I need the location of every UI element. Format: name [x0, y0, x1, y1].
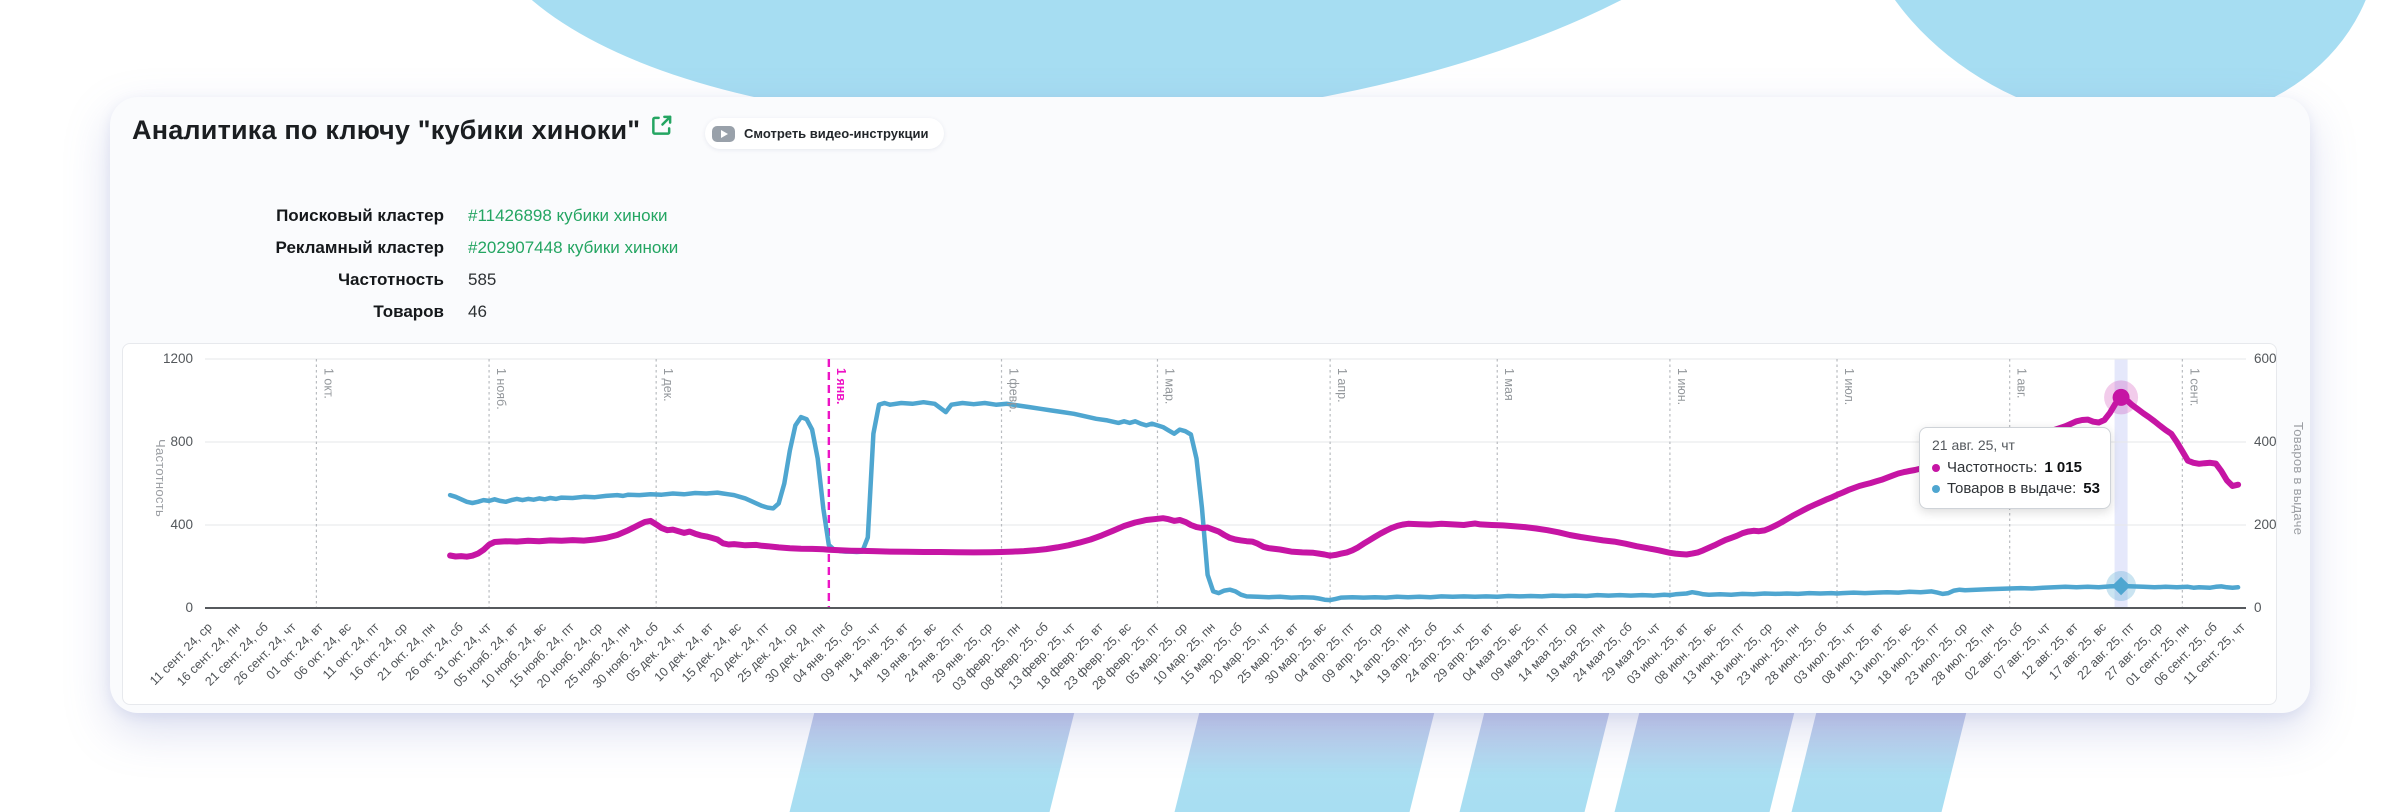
left-axis-title: Частотность	[153, 439, 168, 518]
left-axis-tick: 800	[170, 434, 193, 449]
info-row-ad-cluster: Рекламный кластер #202907448 кубики хино…	[132, 232, 679, 264]
info-panel: Поисковый кластер #11426898 кубики хинок…	[132, 200, 679, 328]
month-label: 1 сент.	[2187, 368, 2202, 407]
month-label: 1 окт.	[321, 368, 336, 399]
right-axis-tick: 0	[2254, 600, 2262, 615]
chart-tooltip: 21 авг. 25, чт Частотность: 1 015 Товаро…	[1919, 427, 2111, 509]
play-icon	[712, 125, 735, 142]
frequency-marker	[2112, 388, 2130, 406]
left-axis-tick: 400	[170, 517, 193, 532]
chart-canvas	[205, 358, 2246, 609]
goods-dot-icon	[1932, 484, 1940, 493]
tooltip-goods-row: Товаров в выдаче: 53	[1932, 478, 2100, 499]
month-label: 1 дек.	[661, 368, 676, 402]
page-title: Аналитика по ключу "кубики хиноки"	[132, 115, 641, 145]
info-label: Рекламный кластер	[275, 238, 444, 257]
tooltip-goods-label: Товаров в выдаче:	[1947, 480, 2077, 497]
analytics-card: Аналитика по ключу "кубики хиноки" Смотр…	[110, 97, 2310, 713]
info-label: Частотность	[338, 270, 444, 289]
hover-highlight-band	[2114, 359, 2128, 608]
month-label: 1 апр.	[1335, 368, 1350, 403]
month-label: 1 янв.	[833, 368, 848, 405]
tooltip-goods-value: 53	[2083, 480, 2100, 497]
tooltip-frequency-label: Частотность:	[1947, 459, 2038, 476]
tooltip-frequency-value: 1 015	[2044, 459, 2082, 476]
info-row-goods: Товаров 46	[132, 296, 678, 328]
frequency-chart[interactable]: 21 авг. 25, чт Частотность: 1 015 Товаро…	[122, 343, 2306, 705]
month-label: 1 авг.	[2014, 368, 2029, 399]
month-label: 1 февр.	[1006, 368, 1021, 413]
left-axis-tick: 0	[185, 600, 193, 615]
month-label: 1 июн.	[1674, 368, 1689, 406]
info-row-frequency: Частотность 585	[132, 264, 678, 296]
info-row-search-cluster: Поисковый кластер #11426898 кубики хинок…	[132, 200, 678, 232]
search-cluster-link[interactable]: #11426898 кубики хиноки	[468, 206, 668, 225]
left-axis-tick: 1200	[162, 351, 193, 366]
right-axis-tick: 200	[2254, 517, 2277, 532]
tooltip-frequency-row: Частотность: 1 015	[1932, 457, 2098, 478]
goods-line	[447, 399, 2241, 603]
goods-value: 46	[468, 302, 487, 321]
right-axis-tick: 400	[2254, 434, 2277, 449]
tooltip-date: 21 авг. 25, чт	[1932, 437, 2015, 453]
month-label: 1 нояб.	[494, 368, 509, 410]
video-button-label: Смотреть видео-инструкции	[744, 126, 929, 141]
frequency-value: 585	[468, 270, 497, 289]
right-axis-tick: 600	[2254, 351, 2277, 366]
month-label: 1 мар.	[1162, 368, 1177, 405]
month-label: 1 мая	[1502, 368, 1517, 401]
month-label: 1 июл.	[1842, 368, 1856, 406]
ad-cluster-link[interactable]: #202907448 кубики хиноки	[468, 238, 679, 257]
info-label: Товаров	[373, 302, 444, 321]
info-label: Поисковый кластер	[276, 206, 444, 225]
frequency-dot-icon	[1932, 463, 1940, 472]
right-axis-title: Товаров в выдаче	[2291, 422, 2306, 536]
external-link-icon[interactable]	[650, 114, 673, 137]
video-instructions-button[interactable]: Смотреть видео-инструкции	[705, 118, 945, 149]
